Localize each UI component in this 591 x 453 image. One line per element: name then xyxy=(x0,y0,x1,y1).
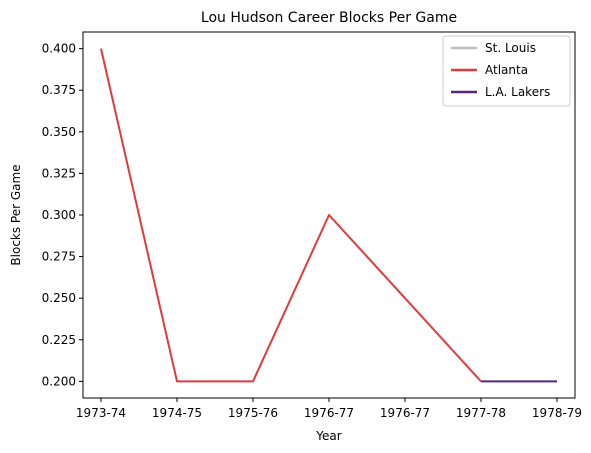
chart-title: Lou Hudson Career Blocks Per Game xyxy=(201,10,457,26)
x-axis-label: Year xyxy=(315,429,341,443)
y-tick-label: 0.275 xyxy=(42,250,76,264)
y-axis: 0.200 0.225 0.250 0.275 0.300 0.325 0.350 0.375… xyxy=(42,42,83,388)
series-line-atlanta xyxy=(100,48,482,383)
legend: St. Louis Atlanta L.A. Lakers xyxy=(442,35,571,107)
y-tick-label: 0.225 xyxy=(42,333,76,347)
y-tick-label: 0.400 xyxy=(42,42,76,56)
x-tick-label: 1973-74 xyxy=(76,406,126,420)
y-tick-label: 0.250 xyxy=(42,291,76,305)
legend-label: Atlanta xyxy=(485,63,528,77)
x-tick-label: 1977-78 xyxy=(456,406,506,420)
y-tick-label: 0.350 xyxy=(42,125,76,139)
x-tick-label: 1974-75 xyxy=(152,406,202,420)
y-axis-label: Blocks Per Game xyxy=(9,164,23,265)
x-tick-label: 1975-76 xyxy=(228,406,278,420)
y-tick-label: 0.325 xyxy=(42,166,76,180)
y-tick-label: 0.300 xyxy=(42,208,76,222)
x-tick-label: 1978-79 xyxy=(532,406,582,420)
x-tick-label: 1976-77 xyxy=(304,406,354,420)
y-tick-label: 0.200 xyxy=(42,374,76,388)
x-tick-label: 1976-77 xyxy=(380,406,430,420)
series-lines xyxy=(100,48,557,383)
legend-box xyxy=(442,35,571,107)
legend-label: L.A. Lakers xyxy=(485,85,550,99)
plot-area: 0.200 0.225 0.250 0.275 0.300 0.325 0.350 0.375… xyxy=(42,31,582,420)
legend-label: St. Louis xyxy=(485,41,536,55)
y-tick-label: 0.375 xyxy=(42,83,76,97)
x-axis: 1973-74 1974-75 1975-76 1976-77 1976-77 1977-… xyxy=(76,398,582,420)
